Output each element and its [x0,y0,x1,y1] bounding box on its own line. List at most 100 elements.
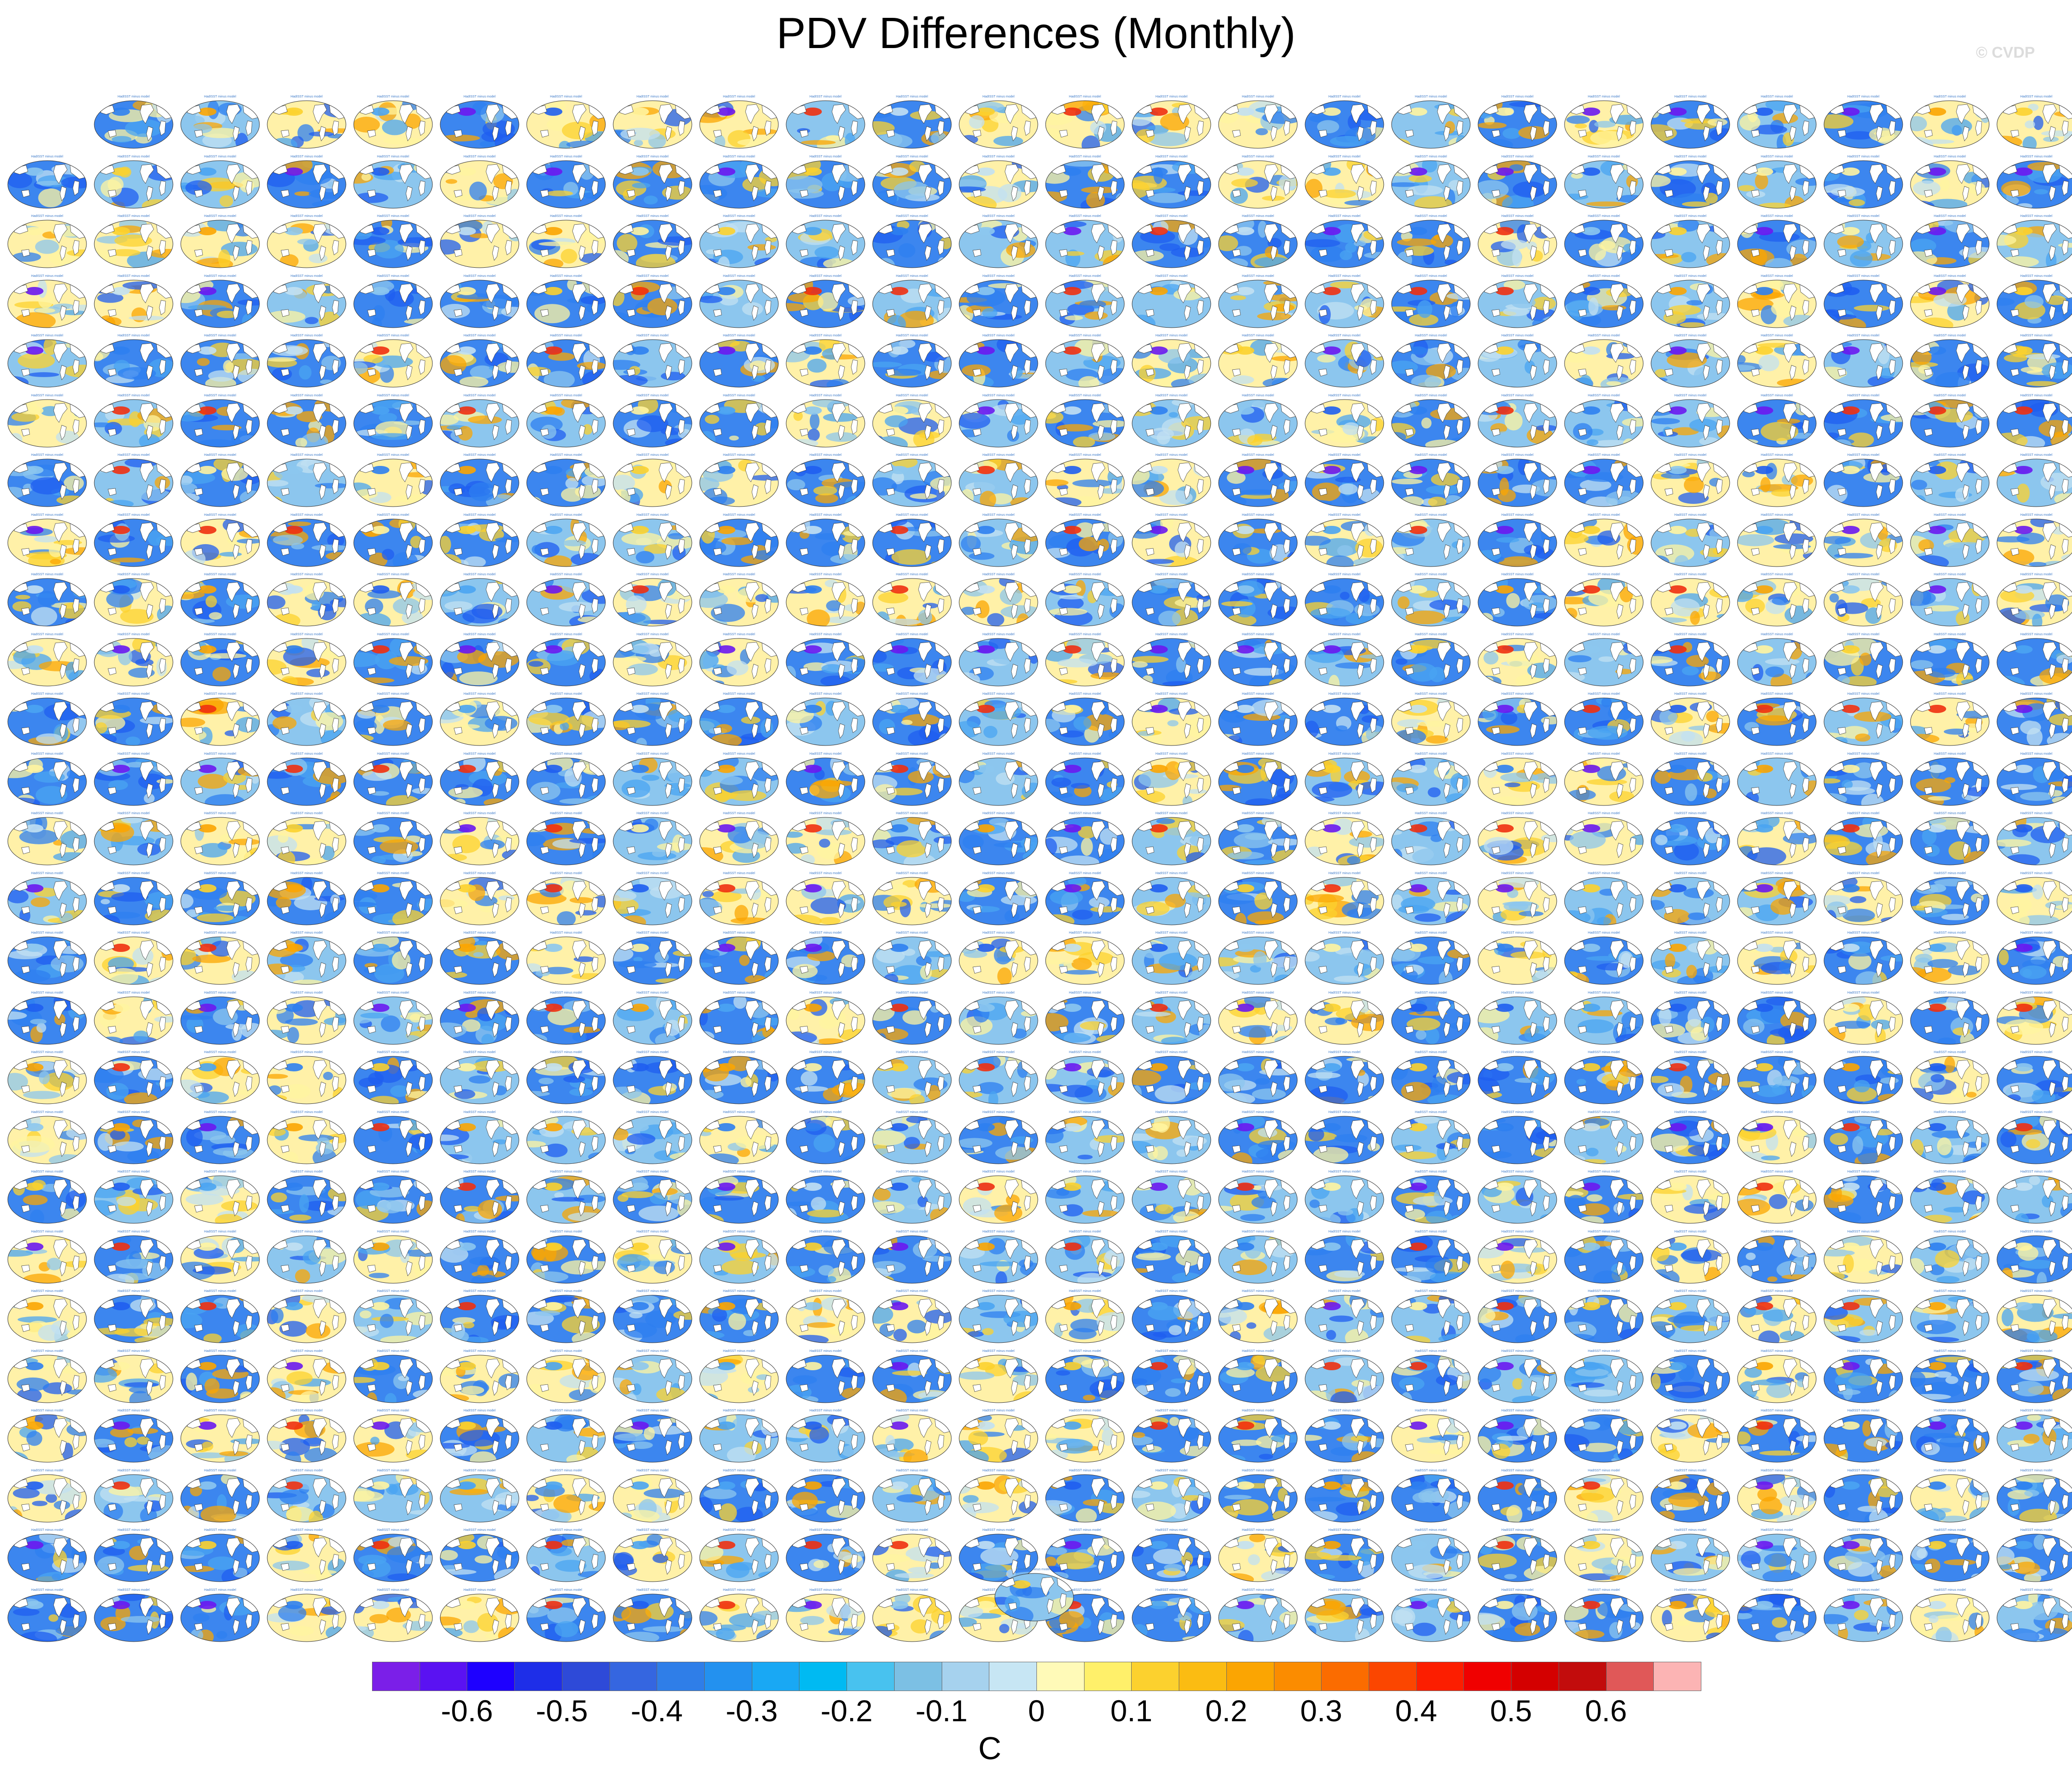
map-panel: HadISST minus model [1217,868,1299,927]
map-panel: HadISST minus model [611,271,694,330]
map-panel: HadISST minus model [1995,1405,2072,1464]
map-panel: HadISST minus model [1649,1047,1732,1106]
svg-text:HadISST minus model: HadISST minus model [1155,394,1187,397]
map-panel: HadISST minus model [1995,569,2072,628]
map-panel: HadISST minus model [1736,271,1818,330]
map-panel: HadISST minus model [1044,868,1126,927]
map-panel: HadISST minus model [1476,1047,1559,1106]
svg-text:HadISST minus model: HadISST minus model [1242,633,1274,636]
svg-text:HadISST minus model: HadISST minus model [1155,752,1187,756]
map-panel: HadISST minus model [1044,1227,1126,1285]
svg-text:HadISST minus model: HadISST minus model [1934,215,1966,218]
svg-text:HadISST minus model: HadISST minus model [1155,692,1187,696]
svg-text:HadISST minus model: HadISST minus model [637,633,669,636]
map-panel: HadISST minus model [1563,749,1645,807]
map-panel: HadISST minus model [784,510,867,568]
map-panel: HadISST minus model [1822,1585,1905,1643]
map-panel: HadISST minus model [438,450,521,508]
map-panel: HadISST minus model [92,1525,175,1583]
map-panel: HadISST minus model [265,1047,348,1106]
map-panel: HadISST minus model [6,151,88,210]
map-panel: HadISST minus model [1476,1465,1559,1524]
map-panel: HadISST minus model [179,1525,261,1583]
map-panel: HadISST minus model [1563,390,1645,449]
svg-text:HadISST minus model: HadISST minus model [204,394,236,397]
colorbar-tick-label: 0.3 [1300,1694,1343,1728]
svg-text:HadISST minus model: HadISST minus model [982,95,1014,98]
map-panel: HadISST minus model [698,629,780,688]
map-panel: HadISST minus model [525,1107,607,1166]
map-panel: HadISST minus model [1909,988,1991,1046]
svg-text:HadISST minus model: HadISST minus model [464,752,496,756]
map-panel: HadISST minus model [1563,151,1645,210]
map-panel: HadISST minus model [1303,330,1386,389]
map-panel: HadISST minus model [698,271,780,330]
map-panel: HadISST minus model [525,1585,607,1643]
map-panel: HadISST minus model [438,569,521,628]
map-panel: HadISST minus model [698,151,780,210]
svg-text:HadISST minus model: HadISST minus model [1328,812,1360,815]
map-panel: HadISST minus model [1736,330,1818,389]
map-panel: HadISST minus model [1909,868,1991,927]
svg-text:HadISST minus model: HadISST minus model [1155,633,1187,636]
map-panel: HadISST minus model [438,1286,521,1345]
svg-text:HadISST minus model: HadISST minus model [637,752,669,756]
svg-text:HadISST minus model: HadISST minus model [1155,95,1187,98]
map-panel: HadISST minus model [438,1346,521,1405]
map-panel: HadISST minus model [352,1227,434,1285]
svg-text:HadISST minus model: HadISST minus model [1501,513,1533,517]
svg-text:HadISST minus model: HadISST minus model [1588,573,1620,576]
map-panel: HadISST minus model [1044,92,1126,150]
svg-text:HadISST minus model: HadISST minus model [1761,513,1793,517]
map-panel: HadISST minus model [871,510,953,568]
svg-text:HadISST minus model: HadISST minus model [1328,633,1360,636]
svg-text:HadISST minus model: HadISST minus model [31,752,63,756]
map-panel: HadISST minus model [1736,1167,1818,1225]
svg-text:HadISST minus model: HadISST minus model [1761,812,1793,815]
svg-text:HadISST minus model: HadISST minus model [1242,692,1274,696]
colorbar-box [467,1662,515,1691]
map-panel: HadISST minus model [1736,92,1818,150]
svg-text:HadISST minus model: HadISST minus model [896,513,928,517]
svg-text:HadISST minus model: HadISST minus model [1847,812,1879,815]
map-panel: HadISST minus model [1217,211,1299,270]
map-panel: HadISST minus model [1044,1286,1126,1345]
map-panel: HadISST minus model [1130,390,1213,449]
svg-text:HadISST minus model: HadISST minus model [1415,454,1447,457]
colorbar-box [1416,1662,1464,1691]
map-panel: HadISST minus model [179,569,261,628]
svg-text:HadISST minus model: HadISST minus model [377,155,409,158]
svg-text:HadISST minus model: HadISST minus model [1501,812,1533,815]
map-panel: HadISST minus model [1303,1585,1386,1643]
map-panel: HadISST minus model [352,569,434,628]
colorbar-box [657,1662,705,1691]
map-panel: HadISST minus model [92,211,175,270]
svg-text:HadISST minus model: HadISST minus model [1588,752,1620,756]
map-panel: HadISST minus model [1822,868,1905,927]
svg-text:HadISST minus model: HadISST minus model [204,573,236,576]
svg-text:HadISST minus model: HadISST minus model [1934,573,1966,576]
svg-text:HadISST minus model: HadISST minus model [2020,692,2052,696]
colorbar-box [1606,1662,1654,1691]
svg-text:HadISST minus model: HadISST minus model [1242,752,1274,756]
map-panel: HadISST minus model [698,808,780,867]
svg-text:HadISST minus model: HadISST minus model [377,812,409,815]
map-panel: HadISST minus model [611,868,694,927]
map-panel: HadISST minus model [1909,390,1991,449]
svg-text:HadISST minus model: HadISST minus model [2020,275,2052,278]
svg-text:HadISST minus model: HadISST minus model [723,215,755,218]
svg-text:HadISST minus model: HadISST minus model [118,573,150,576]
svg-text:HadISST minus model: HadISST minus model [1588,633,1620,636]
map-panel: HadISST minus model [265,1167,348,1225]
svg-text:HadISST minus model: HadISST minus model [1934,513,1966,517]
map-panel: HadISST minus model [1995,1525,2072,1583]
svg-text:HadISST minus model: HadISST minus model [377,215,409,218]
map-panel: HadISST minus model [1044,749,1126,807]
svg-text:HadISST minus model: HadISST minus model [377,573,409,576]
map-panel: HadISST minus model [525,92,607,150]
map-panel: HadISST minus model [1649,271,1732,330]
map-panel: HadISST minus model [438,390,521,449]
map-panel: HadISST minus model [1476,749,1559,807]
map-panel: HadISST minus model [1303,211,1386,270]
svg-text:HadISST minus model: HadISST minus model [1674,692,1706,696]
